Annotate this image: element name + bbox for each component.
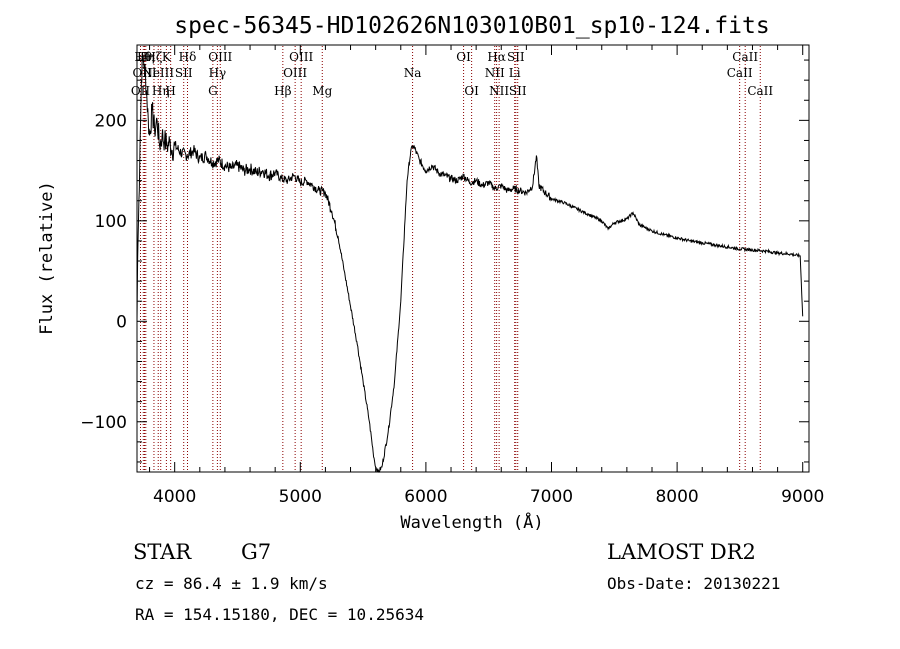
spectral-line-label: Hβ bbox=[274, 84, 291, 98]
object-class: STAR bbox=[133, 540, 192, 564]
spectral-line-labels: OIIHθOIIIHηHζNeIIIHηKHSIIHδGHγOIIIHβOIII… bbox=[131, 50, 774, 98]
y-axis-label: Flux (relative) bbox=[37, 181, 57, 335]
y-tick-label: −100 bbox=[80, 413, 127, 433]
spectral-line-label: NII bbox=[489, 84, 509, 98]
x-tick-label: 7000 bbox=[530, 487, 573, 507]
spectral-line-markers bbox=[140, 46, 761, 471]
x-axis-label: Wavelength (Å) bbox=[400, 511, 543, 533]
spectral-line-label: Hη bbox=[152, 84, 170, 98]
redshift-info: cz = 86.4 ± 1.9 km/s bbox=[135, 574, 328, 593]
x-tick-label: 6000 bbox=[404, 487, 447, 507]
spectral-line-label: Hζ bbox=[145, 50, 162, 64]
spectrum-line bbox=[136, 53, 804, 473]
y-tick-label: 100 bbox=[95, 212, 127, 232]
object-subclass: G7 bbox=[241, 540, 271, 564]
spectral-line-label: NeIII bbox=[142, 66, 174, 80]
survey-name: LAMOST DR2 bbox=[607, 540, 756, 564]
spectral-line-label: Hγ bbox=[209, 66, 227, 80]
obs-date: Obs-Date: 20130221 bbox=[607, 574, 780, 593]
y-tick-label: 0 bbox=[116, 312, 127, 332]
chart-title: spec-56345-HD102626N103010B01_sp10-124.f… bbox=[174, 13, 769, 39]
spectral-line-label: CaII bbox=[732, 50, 758, 64]
spectral-line-label: OIII bbox=[283, 66, 307, 80]
spectral-line-label: Mg bbox=[312, 84, 332, 98]
spectral-line-label: Na bbox=[404, 66, 422, 80]
x-tick-label: 4000 bbox=[153, 487, 196, 507]
spectral-line-label: Li bbox=[509, 66, 521, 80]
x-tick-label: 8000 bbox=[655, 487, 698, 507]
spectrum-series bbox=[136, 53, 804, 473]
spectral-line-label: CaII bbox=[747, 84, 773, 98]
y-axis: −100 0 100 200 bbox=[80, 59, 809, 463]
spectral-line-label: OIII bbox=[289, 50, 313, 64]
y-tick-label: 200 bbox=[95, 111, 127, 131]
spectral-line-label: K bbox=[162, 50, 172, 64]
spectral-line-label: Hα bbox=[487, 50, 506, 64]
x-tick-label: 9000 bbox=[781, 487, 824, 507]
spectral-line-label: OI bbox=[456, 50, 471, 64]
spectral-line-label: CaII bbox=[727, 66, 753, 80]
spectral-line-label: OIII bbox=[208, 50, 232, 64]
x-axis: 4000 5000 6000 7000 8000 9000 bbox=[149, 45, 824, 507]
plot-frame bbox=[136, 44, 810, 473]
x-tick-label: 5000 bbox=[279, 487, 322, 507]
coordinates: RA = 154.15180, DEC = 10.25634 bbox=[135, 605, 424, 624]
spectral-line-label: SII bbox=[507, 50, 525, 64]
spectral-line-label: Hδ bbox=[179, 50, 197, 64]
spectral-line-label: OI bbox=[464, 84, 479, 98]
spectral-line-label: NII bbox=[485, 66, 505, 80]
spectral-line-label: SII bbox=[509, 84, 527, 98]
spectral-line-label: OIII bbox=[133, 66, 157, 80]
spectral-line-label: H bbox=[165, 84, 175, 98]
spectral-line-label: G bbox=[208, 84, 218, 98]
spectral-line-label: SII bbox=[175, 66, 193, 80]
